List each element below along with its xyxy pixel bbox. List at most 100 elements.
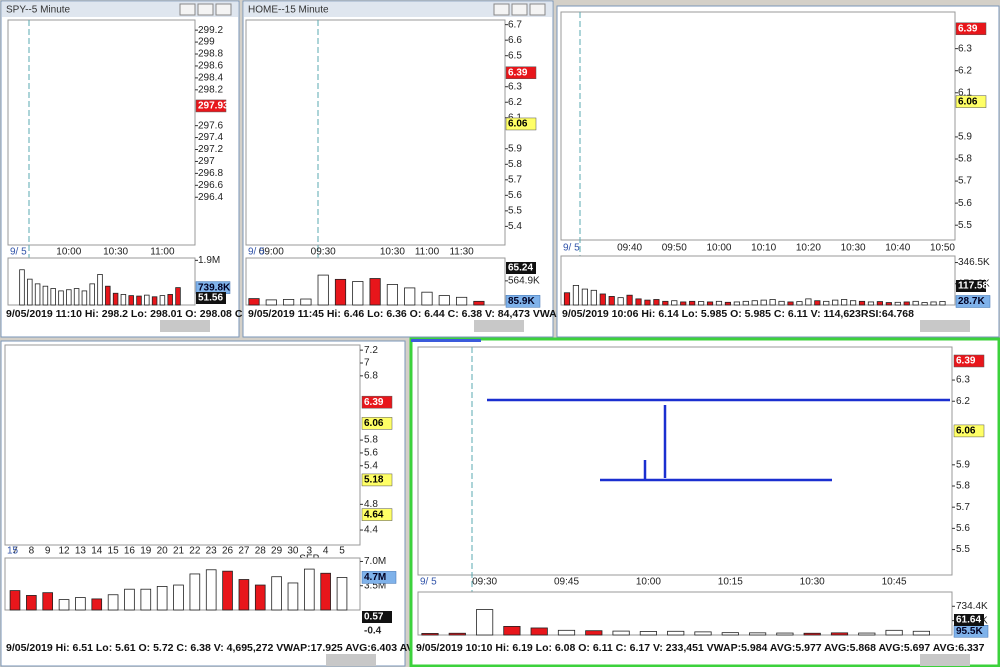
- volume-bar: [671, 300, 678, 306]
- readout-label: 61.64: [956, 615, 981, 626]
- window-button[interactable]: [529, 3, 546, 16]
- x-tick-label: 3: [307, 546, 313, 557]
- price-tag-label: 6.39: [508, 67, 528, 78]
- window-button[interactable]: [511, 3, 528, 16]
- volume-bar: [803, 632, 821, 636]
- price-tag-label: 4.64: [364, 509, 384, 520]
- readout-label: 117.58: [958, 281, 988, 292]
- volume-tick-label: 564.9K: [508, 276, 540, 287]
- volume-bar: [283, 299, 295, 306]
- volume-tag: [361, 571, 397, 584]
- volume-bar: [352, 281, 364, 306]
- x-tick-label: 30: [287, 546, 299, 557]
- volume-bar: [751, 300, 758, 306]
- chart-window: HOME--15 MinuteHOME--15 Minute5.45.55.65…: [242, 0, 582, 338]
- volume-bar: [796, 301, 803, 306]
- price-tag-label: 6.39: [956, 356, 976, 367]
- volume-bar: [876, 301, 883, 306]
- window-button[interactable]: [215, 3, 232, 16]
- volume-bar: [448, 632, 466, 636]
- volume-bar: [167, 294, 173, 306]
- volume-bar: [473, 300, 485, 306]
- volume-bar: [612, 630, 630, 636]
- volume-bar: [173, 584, 184, 611]
- y-tick-label: 6.3: [508, 81, 522, 92]
- volume-bar: [189, 573, 201, 611]
- x-tick-label: 13: [75, 546, 87, 557]
- x-tick-label: 10:50: [930, 243, 955, 254]
- volume-tick-label: 346.5K: [958, 257, 990, 268]
- readout-tag: [196, 292, 226, 304]
- date-label: 15: [7, 546, 19, 557]
- y-tick-label: 6.5: [508, 50, 522, 61]
- y-tick-label: 6.2: [956, 396, 970, 407]
- volume-bar: [136, 295, 142, 306]
- volume-bar: [841, 299, 848, 306]
- volume-bar: [476, 609, 494, 636]
- x-tick-label: 10:10: [751, 243, 776, 254]
- price-tag: [505, 66, 537, 80]
- scrollbar[interactable]: [160, 320, 210, 332]
- x-tick-label: 27: [238, 546, 250, 557]
- y-tick-label: 5.4: [508, 221, 522, 232]
- y-tick-label: 299: [198, 37, 215, 48]
- y-tick-label: 4.4: [364, 525, 378, 536]
- readout-tag: [956, 280, 986, 292]
- y-tick-label: 6.2: [508, 97, 522, 108]
- scrollbar[interactable]: [920, 320, 970, 332]
- y-tick-label: 6.3: [958, 43, 972, 54]
- volume-bar: [557, 629, 576, 636]
- volume-bar: [635, 298, 642, 306]
- readout-tag: [506, 262, 536, 274]
- volume-bar: [386, 284, 398, 306]
- active-strip: [411, 339, 481, 342]
- price-tag-label: 6.06: [956, 426, 976, 437]
- volume-bar: [778, 300, 785, 306]
- volume-bar: [124, 588, 135, 611]
- volume-bar: [912, 630, 930, 636]
- volume-bar: [814, 300, 821, 306]
- date-label: 9/ 5: [248, 247, 265, 258]
- volume-tag-label: 85.9K: [508, 296, 535, 307]
- scrollbar[interactable]: [326, 654, 376, 666]
- y-tick-label: 296.8: [198, 168, 223, 179]
- chart-window: HOME--5 Minute5.55.65.75.85.96.26.309:30…: [409, 337, 1000, 667]
- volume-bar: [885, 302, 892, 306]
- window-button[interactable]: [179, 3, 196, 16]
- y-tick-label: 296.4: [198, 192, 223, 203]
- title-bar: [244, 2, 552, 17]
- y-tick-label: 299.2: [198, 25, 223, 36]
- volume-bar: [238, 579, 250, 611]
- y-tick-label: 298.4: [198, 73, 223, 84]
- scrollbar[interactable]: [474, 320, 524, 332]
- volume-tag-label: 28.7K: [958, 296, 985, 307]
- volume-tag-label: 739.8K: [198, 282, 231, 293]
- x-tick-label: 10:30: [380, 247, 405, 258]
- window-button[interactable]: [493, 3, 510, 16]
- x-tick-label: 19: [140, 546, 152, 557]
- volume-bar: [91, 598, 103, 611]
- x-tick-label: 10:40: [885, 243, 910, 254]
- x-tick-label: 10:00: [706, 243, 731, 254]
- volume-bar: [653, 299, 660, 306]
- readout-tag: [954, 614, 984, 626]
- volume-bar: [97, 274, 103, 306]
- y-tick-label: 6.1: [958, 87, 972, 98]
- volume-bar: [694, 631, 712, 636]
- y-tick-label: 6.2: [958, 65, 972, 76]
- y-tick-label: 5.9: [956, 459, 970, 470]
- status-bar: 9/05/2019 11:10 Hi: 298.2 Lo: 298.01 O: …: [6, 308, 255, 320]
- y-tick-label: 7.2: [364, 345, 378, 356]
- readout-label: 51.56: [198, 293, 223, 304]
- x-tick-label: 26: [222, 546, 234, 557]
- chart-window: SPY--5 MinuteSPY--5 Minute296.4296.6296.…: [0, 0, 255, 338]
- volume-bar: [749, 632, 767, 636]
- x-tick-label: 12: [58, 546, 70, 557]
- volume-bar: [858, 632, 876, 636]
- volume-bar: [885, 629, 903, 636]
- scrollbar[interactable]: [920, 654, 970, 666]
- x-tick-label: 09:50: [662, 243, 687, 254]
- window-button[interactable]: [197, 3, 214, 16]
- price-tag-label: 6.06: [508, 119, 528, 130]
